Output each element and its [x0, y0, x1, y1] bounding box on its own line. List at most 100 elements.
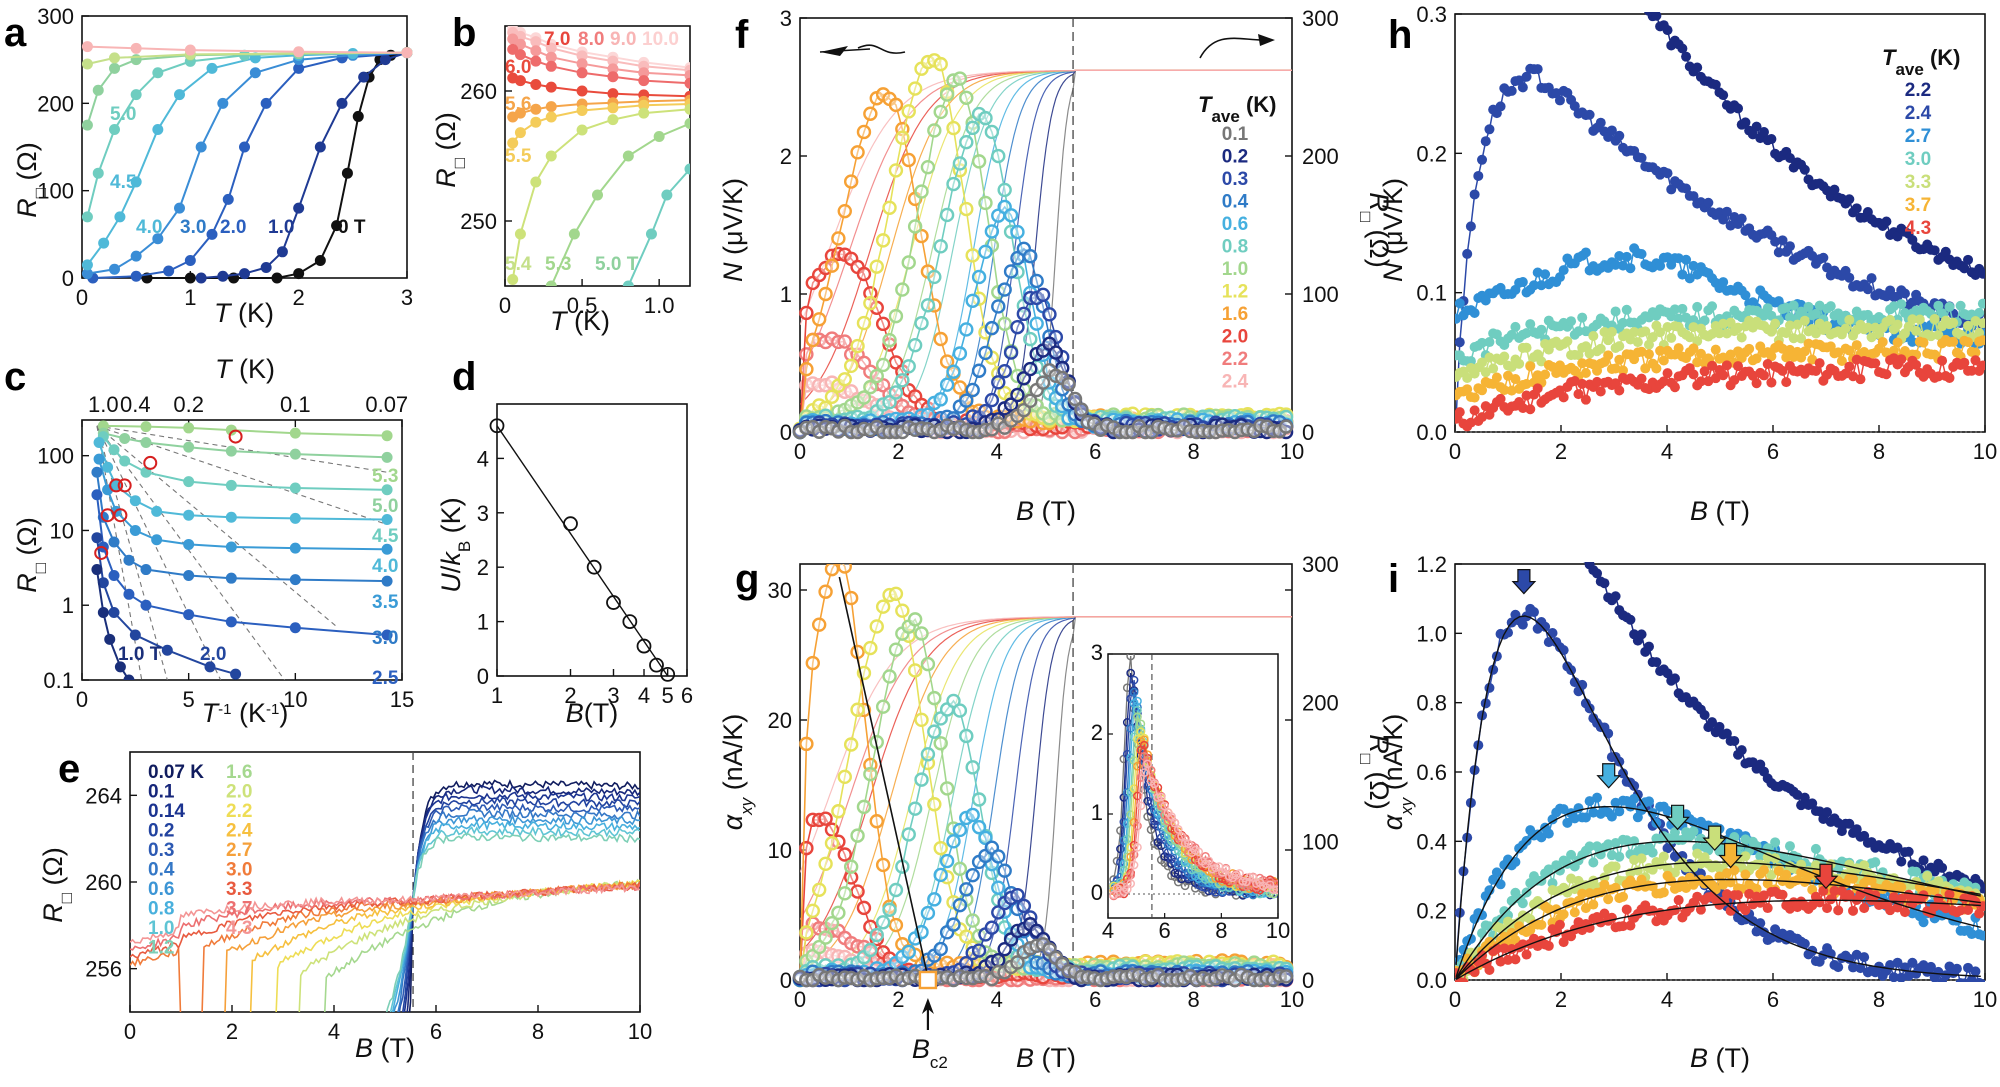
data-point: [1799, 315, 1810, 326]
data-point: [952, 897, 968, 913]
data-point: [1614, 806, 1625, 817]
data-point: [1911, 866, 1922, 877]
data-point: [927, 123, 942, 138]
series-annotation: 5.0 T: [595, 254, 639, 275]
data-point: [1484, 529, 1494, 539]
data-point: [965, 807, 980, 823]
data-point: [1469, 392, 1480, 403]
y-tick-label: 100: [37, 444, 74, 469]
data-point: [1521, 378, 1532, 389]
data-point: [1977, 335, 1985, 346]
data-point: [1606, 811, 1617, 822]
y-tick-label: 3: [477, 501, 489, 526]
inset-x-tick-label: 4: [1102, 918, 1114, 943]
data-point: [1533, 522, 1543, 532]
data-point: [1610, 861, 1621, 872]
top-tick-label: 0.4: [120, 392, 151, 417]
data-point: [1010, 224, 1025, 240]
data-point: [1603, 335, 1614, 346]
data-point: [661, 189, 673, 201]
data-point: [1566, 316, 1577, 327]
data-point: [1496, 520, 1506, 530]
data-point: [225, 511, 237, 523]
data-point: [1692, 62, 1703, 73]
data-point: [1766, 869, 1777, 880]
data-point: [1710, 344, 1721, 355]
data-point: [1855, 374, 1866, 385]
x-tick-label: 4: [328, 1019, 340, 1044]
inset-data-point: [1143, 759, 1153, 769]
legend-label: 0.4: [148, 860, 175, 881]
x-tick-label: 10: [1280, 987, 1304, 1012]
x-tick-label: 0: [1449, 439, 1461, 464]
bc2-label: Bc2: [912, 1034, 948, 1072]
data-point: [933, 104, 948, 120]
data-point: [1770, 318, 1781, 329]
data-point: [1625, 263, 1636, 274]
data-point: [1061, 377, 1076, 392]
inset-x-tick-label: 8: [1215, 918, 1227, 943]
legend-label: 0.6: [1222, 214, 1248, 235]
data-point: [1758, 927, 1769, 938]
data-point: [997, 863, 1012, 878]
data-point: [1959, 357, 1970, 368]
data-point: [971, 154, 987, 169]
plot-frame: [129, 751, 641, 1013]
data-point: [869, 619, 884, 634]
inset-data-point: [1116, 844, 1125, 854]
data-point: [914, 184, 929, 199]
data-point: [1803, 301, 1814, 312]
data-point: [97, 577, 109, 589]
data-point: [1517, 82, 1528, 93]
data-point: [1003, 264, 1019, 279]
data-point: [933, 736, 948, 751]
data-point: [1758, 864, 1769, 875]
data-point: [1569, 884, 1580, 895]
data-point: [1714, 328, 1725, 339]
x-tick-label: 8: [1873, 987, 1885, 1012]
data-point: [818, 930, 833, 945]
data-point: [1859, 860, 1870, 871]
x-tick-label: 2: [1555, 987, 1567, 1012]
data-point: [997, 316, 1012, 332]
data-point: [1918, 855, 1929, 866]
panel-letter-b: b: [452, 11, 476, 55]
legend-label: 2.4: [1222, 372, 1249, 393]
data-point: [183, 538, 195, 550]
data-point: [183, 609, 195, 621]
data-point: [1740, 117, 1751, 128]
data-point: [1532, 383, 1543, 394]
data-point: [1662, 805, 1673, 816]
data-point: [1788, 333, 1799, 344]
data-point: [978, 110, 993, 126]
data-point: [1603, 894, 1614, 905]
data-point: [1707, 717, 1718, 728]
data-point: [1484, 921, 1495, 932]
legend-label: 0.14: [148, 801, 185, 822]
data-point: [1636, 853, 1647, 864]
inset-data-point: [1126, 879, 1136, 888]
data-point: [1848, 962, 1859, 973]
data-point: [119, 432, 131, 444]
data-point: [1466, 522, 1476, 532]
data-point: [1918, 337, 1929, 348]
data-point: [901, 827, 916, 842]
data-point: [1547, 627, 1558, 638]
data-point: [1681, 51, 1692, 62]
x-tick-label: 8: [1187, 987, 1199, 1012]
data-point: [1473, 530, 1483, 540]
data-point: [1695, 833, 1706, 844]
data-point: [875, 316, 891, 332]
data-point: [1747, 129, 1758, 140]
data-point: [1595, 343, 1606, 354]
inset-y-tick-label: 2: [1091, 720, 1103, 745]
highlight-point: [113, 508, 128, 523]
data-point: [1740, 851, 1751, 862]
data-point: [81, 41, 93, 53]
panel-letter-g: g: [735, 557, 759, 601]
data-point: [1940, 246, 1951, 257]
data-point: [489, 418, 505, 434]
series-line: [249, 879, 640, 1012]
data-point: [1455, 407, 1465, 418]
data-point: [888, 97, 904, 113]
